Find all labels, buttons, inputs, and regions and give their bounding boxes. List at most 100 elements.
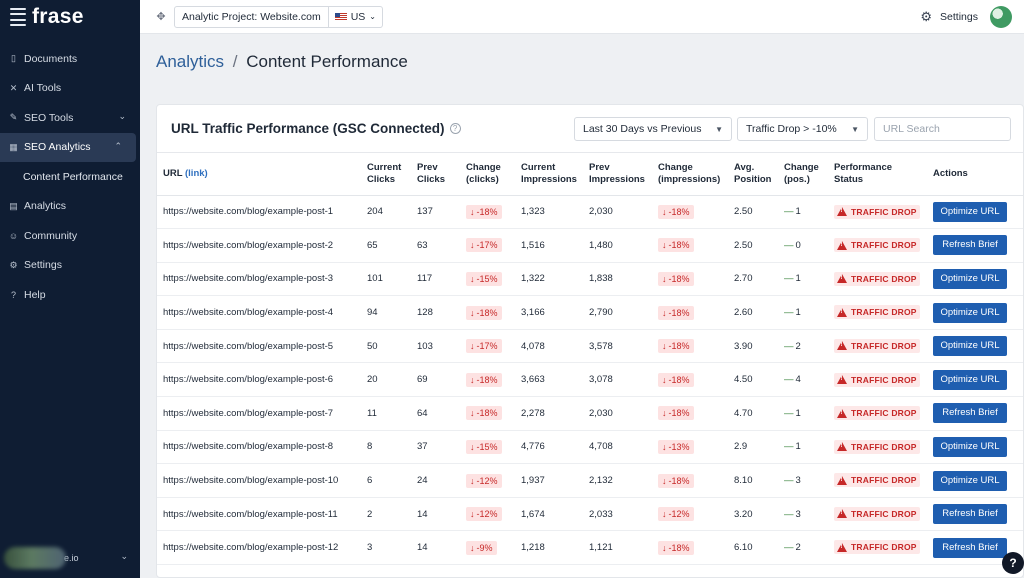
sidebar-item-community[interactable]: ☺ Community: [0, 221, 140, 251]
arrow-down-icon: ↓: [470, 509, 475, 520]
row-status: TRAFFIC DROP: [828, 195, 927, 230]
row-prev-clicks: 14: [411, 530, 460, 566]
sidebar-item-help[interactable]: ? Help: [0, 280, 140, 310]
row-action: Optimize URL: [927, 295, 1023, 330]
warning-icon: [837, 408, 847, 418]
arrow-down-icon: ↓: [470, 240, 475, 251]
row-current-impressions: 1,516: [515, 228, 583, 263]
breadcrumb: Analytics / Content Performance: [156, 52, 408, 72]
row-change-position: —1: [778, 430, 828, 465]
chevron-down-icon: ⌄: [118, 111, 126, 121]
row-change-impressions: ↓ -18%: [652, 463, 728, 498]
col-prev-impressions[interactable]: Prev Impressions: [583, 153, 652, 196]
row-url[interactable]: https://website.com/blog/example-post-2: [157, 228, 361, 263]
sidebar-item-seo-tools[interactable]: ✎ SEO Tools ⌄: [0, 103, 140, 133]
sidebar-item-documents[interactable]: ▯ Documents: [0, 44, 140, 74]
account-switcher[interactable]: e.io ⌄: [0, 538, 140, 578]
row-url[interactable]: https://website.com/blog/example-post-8: [157, 430, 361, 465]
user-avatar[interactable]: [990, 6, 1012, 28]
row-url[interactable]: https://website.com/blog/example-post-1: [157, 195, 361, 230]
status-badge: TRAFFIC DROP: [834, 540, 920, 555]
row-action-button[interactable]: Optimize URL: [933, 436, 1007, 457]
table-row: https://website.com/blog/example-post-10…: [157, 463, 1023, 498]
col-avg-position[interactable]: Avg. Position: [728, 153, 778, 196]
traffic-drop-filter[interactable]: Traffic Drop > -10% ▼: [737, 117, 868, 141]
row-action-button[interactable]: Refresh Brief: [933, 235, 1007, 256]
col-change-position[interactable]: Change (pos.): [778, 153, 828, 196]
row-change-clicks: ↓ -15%: [460, 262, 515, 297]
row-action: Refresh Brief: [927, 396, 1023, 431]
row-status: TRAFFIC DROP: [828, 396, 927, 431]
row-url[interactable]: https://website.com/blog/example-post-12: [157, 530, 361, 566]
settings-link[interactable]: Settings: [940, 11, 978, 23]
row-change-impressions: ↓ -18%: [652, 295, 728, 330]
row-current-clicks: 94: [361, 295, 411, 330]
row-action-button[interactable]: Optimize URL: [933, 201, 1007, 222]
row-current-clicks: 2: [361, 497, 411, 532]
date-range-select[interactable]: Last 30 Days vs Previous ▼: [574, 117, 732, 141]
row-prev-impressions: 2,030: [583, 195, 652, 230]
row-action-button[interactable]: Optimize URL: [933, 369, 1007, 390]
project-selector[interactable]: Analytic Project: Website.com US ⌄: [174, 5, 383, 28]
sidebar-item-ai-tools[interactable]: ✕ AI Tools: [0, 74, 140, 104]
url-search-input[interactable]: URL Search: [874, 117, 1011, 141]
warning-icon: [837, 475, 847, 485]
url-performance-table: URL (link) Current Clicks Prev Clicks Chan…: [157, 153, 1023, 566]
col-url[interactable]: URL (link): [157, 153, 361, 196]
locale-selector[interactable]: US ⌄: [329, 11, 382, 23]
row-status: TRAFFIC DROP: [828, 530, 927, 566]
row-avg-position: 8.10: [728, 463, 778, 498]
row-action: Optimize URL: [927, 329, 1023, 364]
col-current-clicks[interactable]: Current Clicks: [361, 153, 411, 196]
row-prev-impressions: 1,121: [583, 530, 652, 566]
frase-logo[interactable]: frase: [0, 0, 140, 34]
row-url[interactable]: https://website.com/blog/example-post-6: [157, 362, 361, 398]
row-action-button[interactable]: Optimize URL: [933, 336, 1007, 357]
row-prev-clicks: 69: [411, 362, 460, 398]
row-action-button[interactable]: Refresh Brief: [933, 403, 1007, 424]
sidebar-subitem-content-performance[interactable]: Content Performance: [23, 170, 123, 183]
row-change-position: —1: [778, 262, 828, 297]
col-performance-status[interactable]: Performance Status: [828, 153, 927, 196]
col-current-impressions[interactable]: Current Impressions: [515, 153, 583, 196]
col-change-impressions[interactable]: Change (impressions): [652, 153, 728, 196]
col-change-clicks[interactable]: Change (clicks): [460, 153, 515, 196]
row-action-button[interactable]: Optimize URL: [933, 302, 1007, 323]
neutral-dash-icon: —: [784, 273, 794, 285]
row-url[interactable]: https://website.com/blog/example-post-11: [157, 497, 361, 532]
row-action-button[interactable]: Optimize URL: [933, 470, 1007, 491]
project-name[interactable]: Analytic Project: Website.com: [175, 6, 329, 27]
table-row: https://website.com/blog/example-post-3 1…: [157, 262, 1023, 297]
sidebar-item-label: Documents: [24, 52, 78, 65]
row-action-button[interactable]: Optimize URL: [933, 268, 1007, 289]
neutral-dash-icon: —: [784, 508, 794, 520]
card-header: URL Traffic Performance (GSC Connected) …: [157, 105, 1023, 153]
row-url[interactable]: https://website.com/blog/example-post-4: [157, 295, 361, 330]
breadcrumb-analytics[interactable]: Analytics: [156, 52, 225, 71]
gear-icon[interactable]: ⚙: [920, 9, 933, 24]
row-change-position: —2: [778, 530, 828, 566]
row-url[interactable]: https://website.com/blog/example-post-7: [157, 396, 361, 431]
row-status: TRAFFIC DROP: [828, 295, 927, 330]
row-change-clicks: ↓ -15%: [460, 430, 515, 465]
row-action-button[interactable]: Refresh Brief: [933, 504, 1007, 525]
help-chat-button[interactable]: ?: [1002, 552, 1024, 574]
row-url[interactable]: https://website.com/blog/example-post-5: [157, 329, 361, 364]
page-title: Content Performance: [246, 52, 408, 71]
arrow-down-icon: ↓: [662, 475, 667, 486]
move-icon[interactable]: ✥: [156, 11, 166, 23]
row-avg-position: 2.50: [728, 228, 778, 263]
col-prev-clicks[interactable]: Prev Clicks: [411, 153, 460, 196]
row-url[interactable]: https://website.com/blog/example-post-3: [157, 262, 361, 297]
arrow-down-icon: ↓: [662, 240, 667, 251]
sidebar-item-analytics[interactable]: ▤ Analytics: [0, 192, 140, 222]
row-url[interactable]: https://website.com/blog/example-post-10: [157, 463, 361, 498]
table-row: https://website.com/blog/example-post-1 2…: [157, 195, 1023, 230]
row-change-impressions: ↓ -18%: [652, 396, 728, 431]
row-change-position: —2: [778, 329, 828, 364]
row-avg-position: 6.10: [728, 530, 778, 566]
row-action-button[interactable]: Refresh Brief: [933, 537, 1007, 558]
sidebar-item-settings[interactable]: ⚙ Settings: [0, 251, 140, 281]
sidebar-item-seo-analytics[interactable]: ▦ SEO Analytics ⌃: [0, 132, 136, 162]
help-icon[interactable]: ?: [449, 123, 461, 134]
